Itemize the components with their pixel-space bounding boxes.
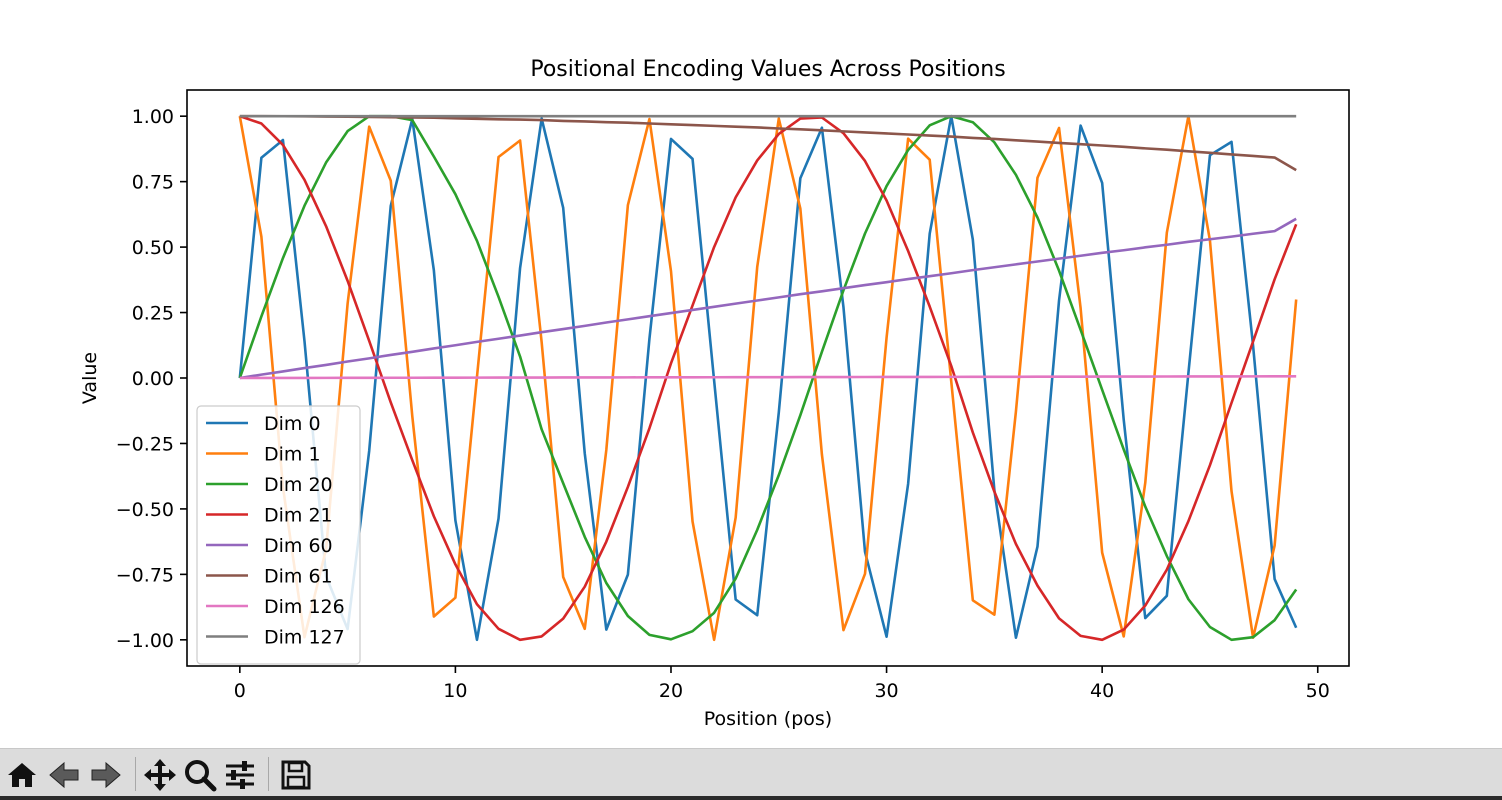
legend-label: Dim 0 <box>264 413 321 435</box>
zoom-button[interactable] <box>182 757 218 793</box>
y-tick-label: 0.00 <box>132 368 174 390</box>
y-tick-label: 0.75 <box>132 172 174 194</box>
series-line-dim-0 <box>238 114 1298 642</box>
legend: Dim 0 Dim 1 Dim 20 Dim 21 Dim 60 Dim 61 Dim 12… <box>196 405 361 665</box>
legend-box <box>196 405 361 665</box>
series-line-dim-126 <box>239 374 1297 380</box>
home-icon <box>8 763 36 787</box>
plot-lines <box>238 114 1298 642</box>
legend-label: Dim 60 <box>264 535 333 557</box>
configure-subplots-button[interactable] <box>222 757 258 793</box>
y-tick-label: 0.25 <box>132 303 174 325</box>
figure-canvas: 0 10 20 30 40 50 1.00 0.75 0.50 0.25 0.00 −0.25 −0.5… <box>79 57 1350 730</box>
toolbar-separator <box>268 757 269 791</box>
y-tick-label: −0.25 <box>116 433 174 455</box>
navigation-toolbar <box>0 748 1502 800</box>
y-tick-label: −1.00 <box>116 630 174 652</box>
series-line-dim-60 <box>239 217 1297 380</box>
chart-title: Positional Encoding Values Across Positi… <box>530 57 1005 82</box>
x-tick-label: 30 <box>874 680 898 702</box>
window-bottom-strip <box>0 796 1502 800</box>
y-tick-label: −0.50 <box>116 499 174 521</box>
legend-label: Dim 20 <box>264 474 333 496</box>
line-chart: 0 10 20 30 40 50 1.00 0.75 0.50 0.25 0.00 −0.25 −0.5… <box>79 57 1350 730</box>
toolbar-separator <box>135 757 136 791</box>
legend-label: Dim 21 <box>264 505 333 527</box>
home-button[interactable] <box>4 757 40 793</box>
forward-button[interactable] <box>88 757 124 793</box>
save-button[interactable] <box>278 757 314 793</box>
legend-label: Dim 126 <box>264 596 345 618</box>
sliders-icon <box>226 761 254 789</box>
x-tick-label: 20 <box>659 680 683 702</box>
back-button[interactable] <box>46 757 82 793</box>
series-line-dim-61 <box>239 114 1297 172</box>
x-tick-label: 10 <box>443 680 467 702</box>
legend-label: Dim 1 <box>264 444 321 466</box>
legend-label: Dim 61 <box>264 566 333 588</box>
move-icon <box>144 759 176 791</box>
series-line-dim-1 <box>238 114 1298 642</box>
series-line-dim-21 <box>239 114 1298 642</box>
x-axis-label: Position (pos) <box>704 708 832 730</box>
x-tick-label: 50 <box>1306 680 1330 702</box>
y-tick-label: −0.75 <box>116 564 174 586</box>
x-tick-label: 0 <box>234 680 246 702</box>
series-line-dim-20 <box>238 114 1298 642</box>
floppy-disk-icon <box>281 760 311 790</box>
x-tick-label: 40 <box>1090 680 1114 702</box>
arrow-left-icon <box>49 761 79 789</box>
y-tick-label: 0.50 <box>132 237 174 259</box>
pan-button[interactable] <box>142 757 178 793</box>
magnifier-icon <box>185 760 217 792</box>
legend-label: Dim 127 <box>264 627 345 649</box>
y-tick-label: 1.00 <box>132 106 174 128</box>
y-axis-label: Value <box>79 352 101 404</box>
arrow-right-icon <box>91 761 121 789</box>
